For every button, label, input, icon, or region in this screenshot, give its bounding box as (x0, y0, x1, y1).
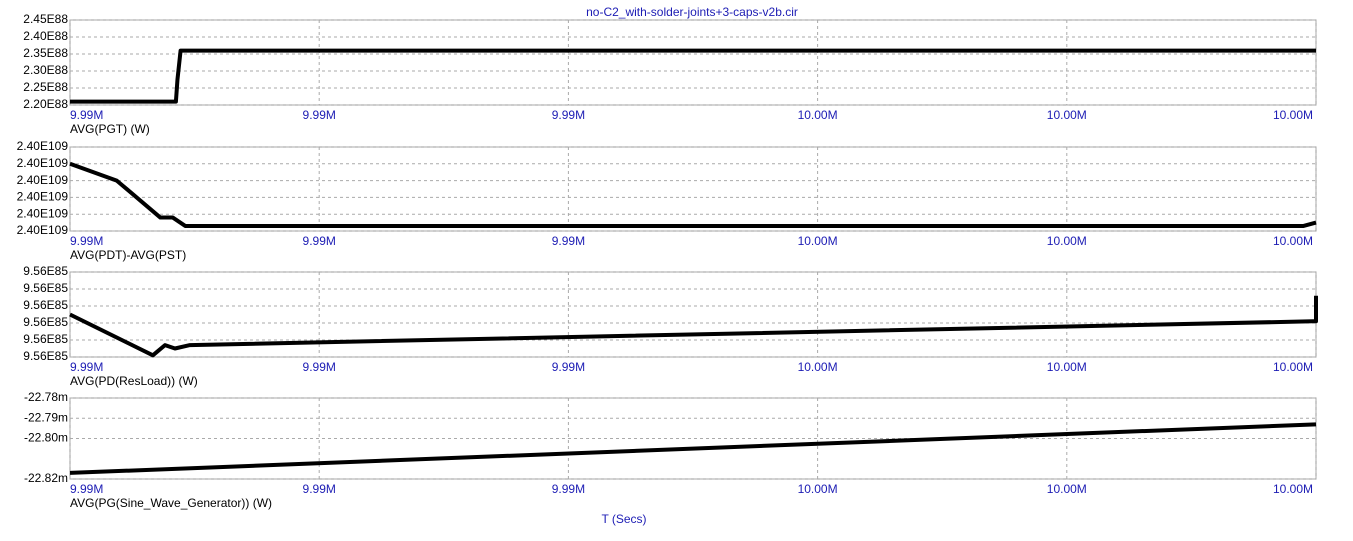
x-tick-label: 9.99M (303, 360, 336, 374)
y-tick-label: 9.56E85 (23, 298, 68, 312)
legend-label: AVG(PDT)-AVG(PST) (70, 248, 186, 262)
plot-frame (69, 146, 1317, 232)
y-tick-label: 2.30E88 (23, 63, 68, 77)
x-tick-label: 9.99M (70, 360, 103, 374)
x-tick-label: 10.00M (1047, 234, 1087, 248)
y-tick-label: 2.25E88 (23, 80, 68, 94)
y-tick-label: 2.20E88 (23, 97, 68, 111)
y-tick-label: 9.56E85 (23, 332, 68, 346)
y-tick-label: 2.40E109 (17, 156, 69, 170)
y-tick-label: 2.40E88 (23, 29, 68, 43)
x-tick-label: 9.99M (303, 482, 336, 496)
x-tick-label: 10.00M (1273, 360, 1313, 374)
y-tick-label: 2.40E109 (17, 223, 69, 237)
x-tick-label: 10.00M (798, 360, 838, 374)
x-tick-label: 9.99M (70, 234, 103, 248)
line-series (70, 48, 1316, 104)
x-tick-label: 9.99M (552, 234, 585, 248)
y-tick-label: 2.40E109 (17, 190, 69, 204)
x-tick-label: 10.00M (1273, 108, 1313, 122)
plot-frame (69, 19, 1317, 106)
x-tick-label: 9.99M (552, 360, 585, 374)
x-tick-label: 10.00M (798, 482, 838, 496)
legend-label: AVG(PGT) (W) (70, 122, 150, 136)
x-tick-label: 10.00M (1047, 360, 1087, 374)
y-tick-label: -22.78m (24, 390, 68, 404)
y-tick-label: -22.82m (24, 471, 68, 485)
line-series (69, 422, 1317, 475)
x-tick-label: 10.00M (1047, 482, 1087, 496)
y-tick-label: -22.80m (24, 431, 68, 445)
x-tick-label: 10.00M (798, 234, 838, 248)
y-tick-label: 2.40E109 (17, 139, 69, 153)
x-tick-label: 10.00M (1273, 234, 1313, 248)
y-tick-label: 2.40E109 (17, 206, 69, 220)
chart-title: no-C2_with-solder-joints+3-caps-v2b.cir (586, 5, 798, 19)
x-axis-label: T (Secs) (601, 512, 646, 526)
x-tick-label: 10.00M (1273, 482, 1313, 496)
x-tick-label: 10.00M (1047, 108, 1087, 122)
line-series (69, 295, 1318, 358)
y-tick-label: 9.56E85 (23, 349, 68, 363)
y-tick-label: 2.45E88 (23, 12, 68, 26)
y-tick-label: -22.79m (24, 410, 68, 424)
y-tick-label: 9.56E85 (23, 281, 68, 295)
y-tick-label: 9.56E85 (23, 315, 68, 329)
x-tick-label: 9.99M (303, 234, 336, 248)
y-tick-label: 2.40E109 (17, 173, 69, 187)
y-tick-label: 9.56E85 (23, 264, 68, 278)
x-tick-label: 9.99M (70, 108, 103, 122)
x-tick-label: 9.99M (70, 482, 103, 496)
x-tick-label: 10.00M (798, 108, 838, 122)
x-tick-label: 9.99M (552, 108, 585, 122)
y-tick-label: 2.35E88 (23, 46, 68, 60)
legend-label: AVG(PG(Sine_Wave_Generator)) (W) (70, 496, 272, 510)
x-tick-label: 9.99M (552, 482, 585, 496)
line-series (69, 161, 1317, 228)
legend-label: AVG(PD(ResLoad)) (W) (70, 374, 198, 388)
x-tick-label: 9.99M (303, 108, 336, 122)
